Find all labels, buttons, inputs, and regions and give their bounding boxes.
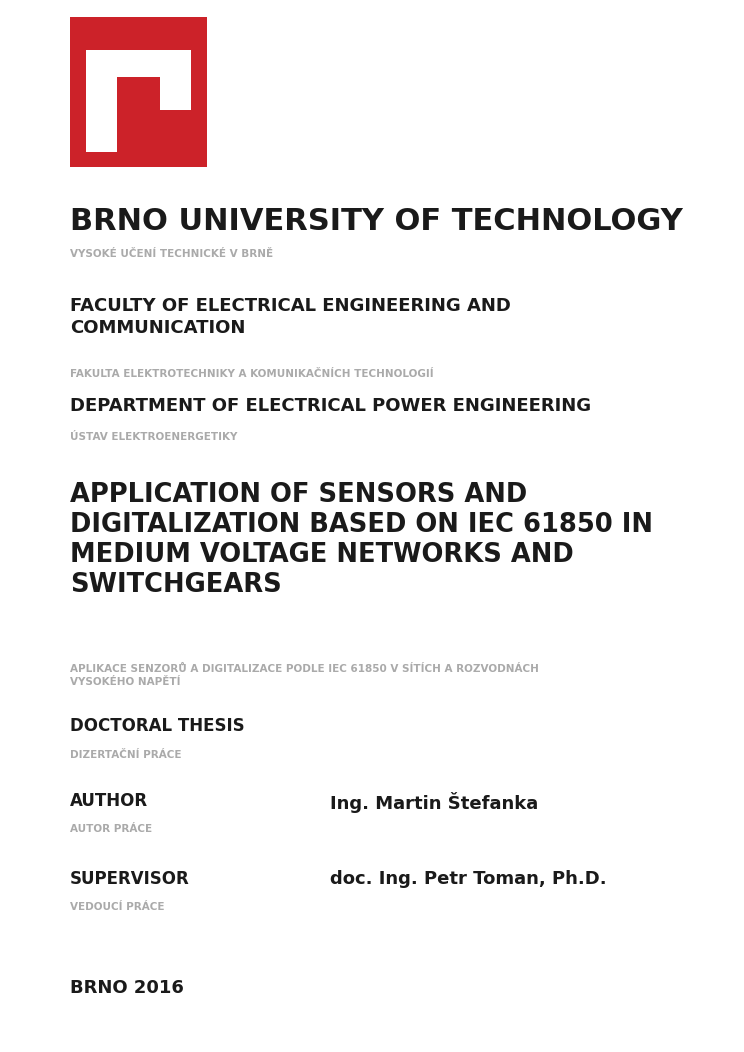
Text: doc. Ing. Petr Toman, Ph.D.: doc. Ing. Petr Toman, Ph.D.: [330, 870, 606, 888]
Text: BRNO 2016: BRNO 2016: [70, 979, 184, 997]
Text: AUTHOR: AUTHOR: [70, 792, 148, 810]
Text: DIZERTAČNÍ PRÁCE: DIZERTAČNÍ PRÁCE: [70, 750, 182, 760]
Text: ÚSTAV ELEKTROENERGETIKY: ÚSTAV ELEKTROENERGETIKY: [70, 432, 237, 442]
Text: APPLICATION OF SENSORS AND
DIGITALIZATION BASED ON IEC 61850 IN
MEDIUM VOLTAGE N: APPLICATION OF SENSORS AND DIGITALIZATIO…: [70, 482, 653, 598]
Bar: [86, 50, 190, 77]
Bar: [86, 77, 117, 151]
Text: VYSOKÉ UČENÍ TECHNICKÉ V BRNĚ: VYSOKÉ UČENÍ TECHNICKÉ V BRNĚ: [70, 249, 273, 259]
Text: FACULTY OF ELECTRICAL ENGINEERING AND
COMMUNICATION: FACULTY OF ELECTRICAL ENGINEERING AND CO…: [70, 297, 511, 338]
Text: DOCTORAL THESIS: DOCTORAL THESIS: [70, 717, 245, 735]
Text: APLIKACE SENZORŮ A DIGITALIZACE PODLE IEC 61850 V SÍTÍCH A ROZVODNÁCH
VYSOKÉHO N: APLIKACE SENZORŮ A DIGITALIZACE PODLE IE…: [70, 664, 539, 687]
Text: VEDOUCÍ PRÁCE: VEDOUCÍ PRÁCE: [70, 902, 164, 912]
Text: AUTOR PRÁCE: AUTOR PRÁCE: [70, 824, 152, 834]
Bar: [161, 77, 190, 110]
Text: BRNO UNIVERSITY OF TECHNOLOGY: BRNO UNIVERSITY OF TECHNOLOGY: [70, 207, 683, 236]
Text: FAKULTA ELEKTROTECHNIKY A KOMUNIKAČNÍCH TECHNOLOGIÍ: FAKULTA ELEKTROTECHNIKY A KOMUNIKAČNÍCH …: [70, 369, 434, 379]
Text: Ing. Martin Štefanka: Ing. Martin Štefanka: [330, 792, 538, 813]
Bar: [70, 17, 207, 167]
Text: SUPERVISOR: SUPERVISOR: [70, 870, 190, 888]
Text: DEPARTMENT OF ELECTRICAL POWER ENGINEERING: DEPARTMENT OF ELECTRICAL POWER ENGINEERI…: [70, 397, 591, 414]
